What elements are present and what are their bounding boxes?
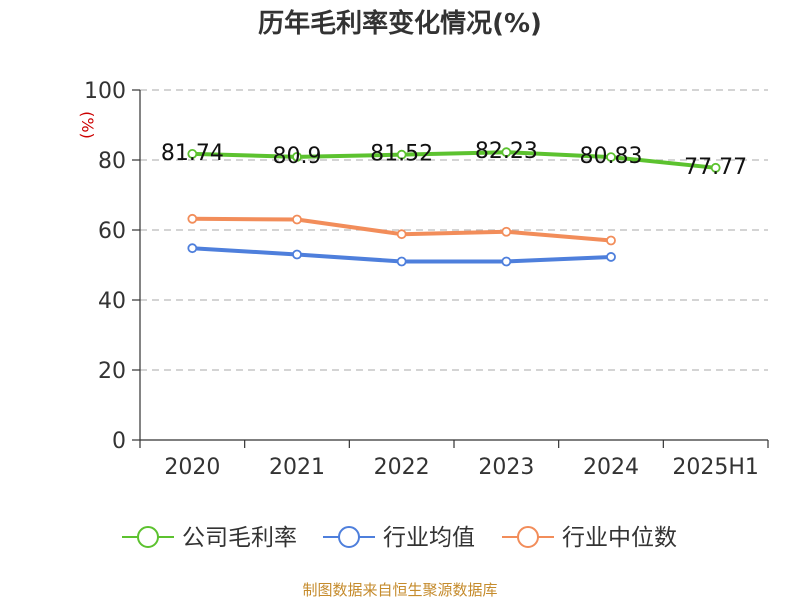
data-point[interactable] xyxy=(501,256,512,267)
x-tick-label: 2022 xyxy=(374,455,430,480)
data-point[interactable] xyxy=(187,149,198,159)
data-label: 82.23 xyxy=(475,139,538,164)
data-label: 81.74 xyxy=(161,141,224,166)
legend-item[interactable]: 行业中位数 xyxy=(502,525,677,551)
series-line xyxy=(190,150,718,170)
data-label: 80.9 xyxy=(273,144,322,169)
data-point[interactable] xyxy=(501,226,512,237)
y-tick-label: 0 xyxy=(112,429,126,454)
data-label: 80.83 xyxy=(580,144,643,169)
y-tick-label: 100 xyxy=(84,79,126,104)
data-label: 81.52 xyxy=(370,142,433,167)
data-labels: 81.74 80.9 81.52 82.23 80.83 77.77 xyxy=(161,139,747,180)
legend-label: 行业均值 xyxy=(383,525,475,551)
x-tick-labels: 2020 2021 2022 2023 2024 2025H1 xyxy=(164,455,759,480)
axes xyxy=(132,89,769,448)
legend-label: 公司毛利率 xyxy=(182,525,297,551)
y-tick-label: 20 xyxy=(98,359,126,384)
data-label: 77.77 xyxy=(684,155,747,180)
legend-label: 行业中位数 xyxy=(562,525,677,551)
x-tick-label: 2023 xyxy=(478,455,534,480)
chart-title: 历年毛利率变化情况(%) xyxy=(258,8,542,39)
source-text: 制图数据来自恒生聚源数据库 xyxy=(302,581,497,599)
y-tick-label: 40 xyxy=(98,289,126,314)
legend-marker-icon xyxy=(338,526,360,548)
data-point[interactable] xyxy=(396,256,407,267)
data-point[interactable] xyxy=(292,249,302,260)
grid-lines xyxy=(140,89,768,371)
x-tick-label: 2021 xyxy=(269,455,325,480)
data-point[interactable] xyxy=(606,235,616,246)
y-axis-label: (%) xyxy=(78,111,97,139)
y-tick-labels: 0 20 40 60 80 100 xyxy=(84,79,126,454)
data-point[interactable] xyxy=(292,214,302,225)
data-point[interactable] xyxy=(606,252,616,262)
series-layer xyxy=(187,147,721,267)
y-tick-label: 60 xyxy=(98,219,126,244)
data-point[interactable] xyxy=(396,149,407,160)
legend-marker-icon xyxy=(137,526,159,548)
data-point[interactable] xyxy=(187,243,198,254)
legend-marker-icon xyxy=(517,526,539,548)
data-point[interactable] xyxy=(606,152,616,162)
y-tick-label: 80 xyxy=(98,149,126,174)
x-tick-label: 2024 xyxy=(583,455,639,480)
data-point[interactable] xyxy=(710,162,721,173)
x-tick-label: 2020 xyxy=(164,455,220,480)
data-point[interactable] xyxy=(396,229,407,240)
x-tick-label: 2025H1 xyxy=(672,455,759,480)
data-point[interactable] xyxy=(292,151,302,162)
data-point[interactable] xyxy=(187,213,198,224)
legend-item[interactable]: 行业均值 xyxy=(323,525,475,551)
legend-item[interactable]: 公司毛利率 xyxy=(122,525,297,551)
data-point[interactable] xyxy=(501,147,512,158)
legend[interactable]: 公司毛利率 行业均值 行业中位数 xyxy=(122,525,677,551)
